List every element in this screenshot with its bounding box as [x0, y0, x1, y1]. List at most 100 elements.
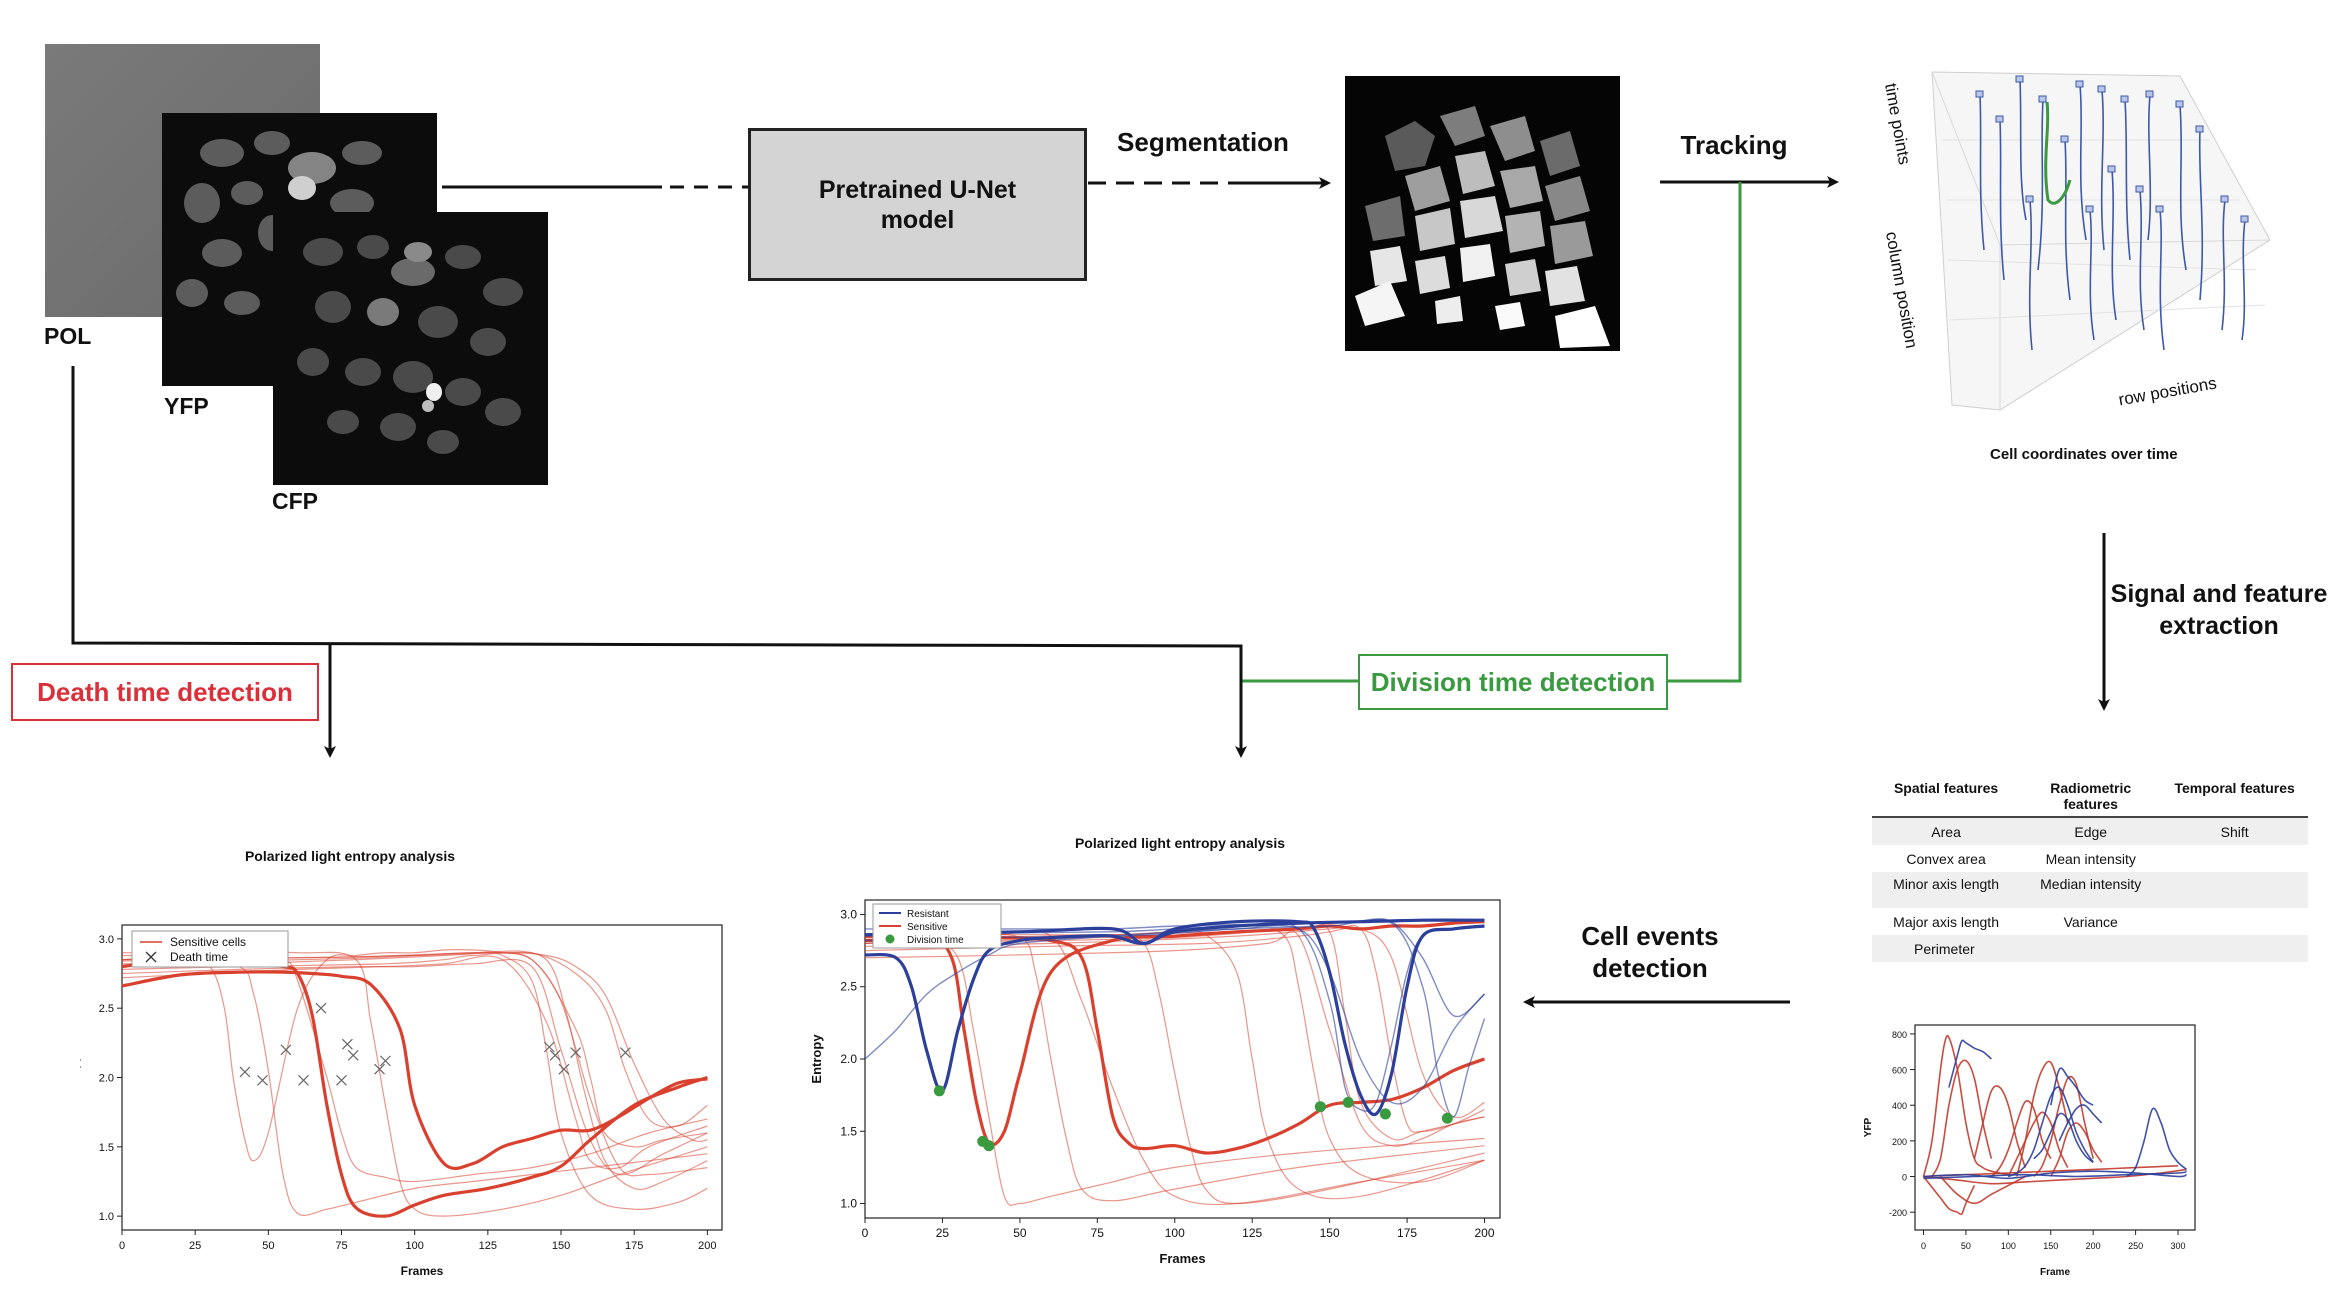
x-tick-label: 175 [1397, 1226, 1417, 1240]
feature-header-temporal: Temporal features [2161, 776, 2308, 818]
death-time-detection-box: Death time detection [11, 663, 319, 721]
chart2-title: Polarized light entropy analysis [1074, 835, 1286, 851]
legend-label-division: Division time [907, 935, 964, 946]
division-time-marker [1441, 1112, 1453, 1124]
blue-yfp-trace [2033, 1112, 2094, 1163]
y-tick-label: 2.0 [840, 1052, 857, 1066]
red-yfp-trace [1939, 1175, 2026, 1205]
unet-model-box: Pretrained U-Net model [748, 128, 1087, 281]
y-tick-label: 800 [1892, 1030, 1907, 1040]
blue-yfp-trace [2126, 1107, 2188, 1178]
y-axis-label: Entropy [80, 1055, 81, 1101]
y-tick-label: 3.0 [99, 934, 114, 946]
x-tick-label: 200 [2086, 1241, 2101, 1251]
x-tick-label: 125 [1242, 1226, 1262, 1240]
yfp-label: YFP [164, 393, 209, 419]
x-tick-label: 25 [189, 1240, 201, 1252]
x-axis-label: Frame [2040, 1267, 2070, 1278]
x-tick-label: 150 [1320, 1226, 1340, 1240]
death-time-marker [549, 1049, 561, 1061]
y-tick-label: 0 [1902, 1173, 1907, 1183]
division-time-marker [1342, 1096, 1354, 1108]
sensitive-cell-trace [864, 930, 1485, 1200]
red-yfp-trace [2007, 1111, 2069, 1177]
red-yfp-trace [1990, 1100, 2052, 1178]
yfp-signal-chart: 0 50 100 150 200 250 300 -200 0 200 400 600 800 Frame… [1863, 1024, 2196, 1278]
feature-cell [2020, 935, 2162, 962]
feature-cell [2161, 935, 2308, 962]
legend-label-resistant: Resistant [907, 909, 949, 920]
feature-row: Minor axis length Median intensity [1872, 872, 2308, 908]
cell-events-label: Cell events detection [1581, 921, 1719, 983]
tracking-label: Tracking [1680, 130, 1788, 160]
x-tick-label: 175 [625, 1240, 643, 1252]
death-time-marker [280, 1044, 292, 1056]
feature-cell: Perimeter [1872, 935, 2021, 962]
legend-marker-division [885, 934, 895, 944]
x-tick-label: 75 [335, 1240, 347, 1252]
death-time-marker [619, 1047, 631, 1058]
death-time-marker [315, 1002, 327, 1014]
feature-cell [2161, 845, 2308, 872]
division-time-marker [1379, 1108, 1391, 1120]
death-time-marker [239, 1066, 251, 1078]
division-time-marker [983, 1140, 995, 1152]
cfp-image [273, 212, 548, 485]
sensitive-cell-trace [864, 926, 1485, 1119]
x-axis-label: Frames [1159, 1251, 1205, 1266]
sensitive-cell-trace [864, 924, 1485, 1133]
sensitive-cell-trace-highlight [864, 920, 1485, 1147]
red-yfp-trace [1973, 1085, 2027, 1168]
x-tick-label: 0 [1921, 1241, 1926, 1251]
x-tick-label: 250 [2128, 1241, 2143, 1251]
blue-yfp-trace [1923, 1170, 2187, 1180]
division-time-detection-label: Division time detection [1370, 666, 1656, 697]
death-time-marker [570, 1047, 582, 1058]
feature-cell: Area [1872, 817, 2021, 845]
x-tick-label: 0 [862, 1226, 869, 1240]
death-time-marker [543, 1041, 555, 1053]
feature-header-radiometric: Radiometric features [2020, 776, 2162, 818]
blue-yfp-trace [2050, 1067, 2094, 1106]
feature-cell: Median intensity [2020, 872, 2162, 908]
feature-row: Convex area Mean intensity [1872, 845, 2308, 872]
tracking-caption: Cell coordinates over time [1990, 446, 2178, 463]
x-tick-label: 150 [552, 1240, 570, 1252]
x-tick-label: 125 [479, 1240, 497, 1252]
red-yfp-trace [1922, 1176, 1976, 1216]
y-axis-label: Entropy [809, 1034, 824, 1084]
feature-cell [2161, 872, 2308, 908]
x-tick-label: 25 [936, 1226, 950, 1240]
y-tick-label: 3.0 [840, 907, 857, 921]
x-tick-label: 100 [1165, 1226, 1185, 1240]
red-yfp-trace [2033, 1075, 2094, 1178]
red-yfp-trace [1922, 1034, 2009, 1177]
legend-label-death: Death time [170, 950, 228, 964]
x-tick-label: 200 [1474, 1226, 1494, 1240]
segmentation-mask-image [1345, 76, 1620, 351]
feature-cell: Edge [2020, 817, 2162, 845]
y-tick-label: 600 [1892, 1066, 1907, 1076]
division-time-marker [1314, 1101, 1326, 1113]
legend-label-sensitive: Sensitive cells [170, 935, 246, 949]
y-tick-label: 1.0 [99, 1211, 114, 1223]
sensitive-cell-trace [121, 955, 708, 1170]
sensitive-cell-trace [121, 949, 708, 1177]
y-tick-label: 200 [1892, 1137, 1907, 1147]
y-tick-label: 1.0 [840, 1197, 857, 1211]
blue-yfp-trace [2058, 1104, 2103, 1142]
death-time-marker [341, 1038, 353, 1050]
resistant-cell-trace [864, 918, 1486, 1118]
feature-cell: Major axis length [1893, 913, 1999, 930]
division-time-marker [933, 1085, 945, 1097]
tracking-3d-plot: time points column position row position… [1880, 60, 2271, 420]
signal-extraction-label: Signal and feature extraction [2110, 580, 2328, 640]
sensitive-cell-trace [121, 951, 708, 1191]
chart1-title: Polarized light entropy analysis [244, 848, 456, 864]
red-yfp-trace [2050, 1122, 2103, 1177]
feature-row: Perimeter [1872, 935, 2308, 962]
feature-row: Area Edge Shift [1872, 817, 2308, 845]
feature-cell [2161, 908, 2308, 935]
